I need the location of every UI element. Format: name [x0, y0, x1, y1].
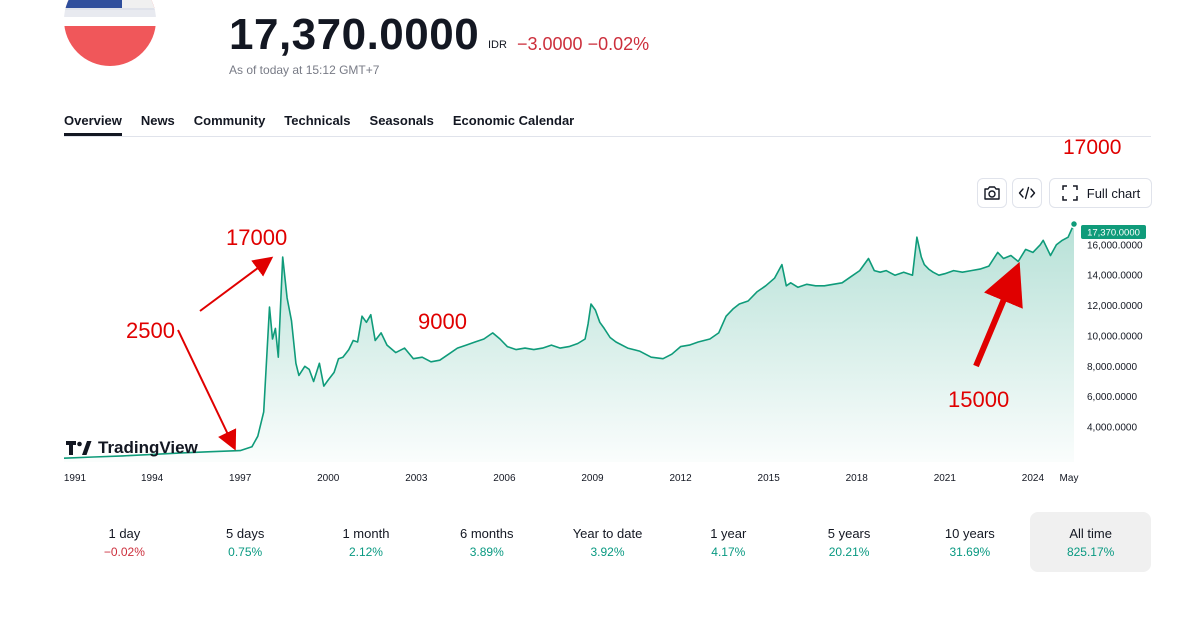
range-10-years[interactable]: 10 years 31.69% — [944, 525, 995, 559]
fullscreen-icon — [1062, 185, 1078, 201]
range-5-years[interactable]: 5 years 20.21% — [827, 525, 871, 559]
last-value-label: 17,370.0000 — [1087, 228, 1140, 239]
tradingview-logo-icon — [66, 441, 92, 455]
y-tick-label: 16,000.0000 — [1087, 240, 1143, 251]
tab-community[interactable]: Community — [193, 113, 266, 128]
y-tick-label: 12,000.0000 — [1087, 301, 1143, 312]
range-1-day[interactable]: 1 day −0.02% — [103, 525, 145, 559]
range-6-months[interactable]: 6 months 3.89% — [459, 525, 514, 559]
x-tick-label: 2018 — [846, 473, 869, 484]
x-tick-label: 2012 — [669, 473, 692, 484]
arrow-to-17000 — [199, 256, 274, 312]
price-line — [63, 223, 1075, 459]
currency-flag-icon: ★★★ — [64, 0, 156, 66]
annotation-17000-peak: 17000 — [226, 225, 288, 250]
tabs-divider — [64, 136, 1151, 137]
y-tick-label: 14,000.0000 — [1087, 271, 1143, 282]
y-tick-label: 10,000.0000 — [1087, 331, 1143, 342]
tradingview-logo: TradingView — [66, 438, 198, 458]
x-tick-label: 1997 — [229, 473, 252, 484]
y-tick-label: 4,000.0000 — [1087, 423, 1137, 434]
range-value: 3.89% — [469, 544, 504, 559]
annotation-2500: 2500 — [126, 318, 175, 343]
embed-button[interactable] — [1012, 178, 1042, 208]
currency-code: IDR — [488, 39, 507, 51]
x-tick-label: 2015 — [758, 473, 781, 484]
y-tick-label: 6,000.0000 — [1087, 392, 1137, 403]
arrow-to-2500 — [177, 329, 237, 451]
range-1-month[interactable]: 1 month 2.12% — [342, 525, 390, 559]
range-value: 4.17% — [711, 544, 746, 559]
range-value: 20.21% — [828, 544, 870, 559]
snapshot-button[interactable] — [977, 178, 1007, 208]
x-tick-label: 2009 — [581, 473, 604, 484]
tab-technicals[interactable]: Technicals — [284, 113, 351, 128]
price-header: 17,370.0000 IDR −3.0000 −0.02% — [229, 10, 649, 60]
full-chart-button[interactable]: Full chart — [1049, 178, 1152, 208]
annotation-15000: 15000 — [948, 387, 1010, 412]
range-value: 31.69% — [949, 544, 991, 559]
symbol-tabs: Overview News Community Technicals Seaso… — [64, 113, 593, 136]
range-value: 2.12% — [348, 544, 383, 559]
range-all-time[interactable]: All time 825.17% — [1030, 512, 1152, 572]
tab-seasonals[interactable]: Seasonals — [369, 113, 434, 128]
tab-economic-calendar[interactable]: Economic Calendar — [452, 113, 575, 128]
price-change: −3.0000 −0.02% — [517, 34, 650, 54]
code-icon — [1018, 186, 1036, 200]
range-value: 825.17% — [1066, 544, 1115, 559]
annotation-9000: 9000 — [418, 309, 467, 334]
annotation-17000-top: 17000 — [1063, 136, 1122, 159]
range-value: 0.75% — [228, 544, 263, 559]
range-value: 3.92% — [590, 544, 625, 559]
last-value-dot — [1069, 219, 1079, 229]
x-tick-label: 2003 — [405, 473, 428, 484]
y-tick-label: 8,000.0000 — [1087, 362, 1137, 373]
tab-news[interactable]: News — [140, 113, 175, 128]
x-tick-label: 1991 — [64, 473, 87, 484]
svg-text:★★★: ★★★ — [68, 0, 114, 2]
range-year-to-date[interactable]: Year to date 3.92% — [572, 525, 643, 559]
x-tick-label: 2024 — [1022, 473, 1045, 484]
tab-overview[interactable]: Overview — [64, 113, 122, 136]
last-price: 17,370.0000 — [229, 10, 480, 59]
full-chart-label: Full chart — [1086, 185, 1141, 201]
logo-text: TradingView — [98, 438, 198, 457]
camera-icon — [984, 186, 1000, 200]
performance-ranges: 1 day −0.02% 5 days 0.75% 1 month 2.12% … — [64, 512, 1152, 572]
x-tick-label: May — [1060, 473, 1079, 484]
x-tick-label: 2021 — [934, 473, 957, 484]
range-value: −0.02% — [103, 544, 145, 559]
last-value-label-bg — [1081, 225, 1146, 239]
range-1-year[interactable]: 1 year 4.17% — [710, 525, 747, 559]
x-tick-label: 2000 — [317, 473, 340, 484]
arrow-to-15000 — [973, 261, 1023, 368]
x-tick-label: 2006 — [493, 473, 516, 484]
as-of-timestamp: As of today at 15:12 GMT+7 — [229, 63, 380, 77]
range-5-days[interactable]: 5 days 0.75% — [226, 525, 265, 559]
x-tick-label: 1994 — [141, 473, 164, 484]
price-area-fill — [64, 224, 1074, 462]
